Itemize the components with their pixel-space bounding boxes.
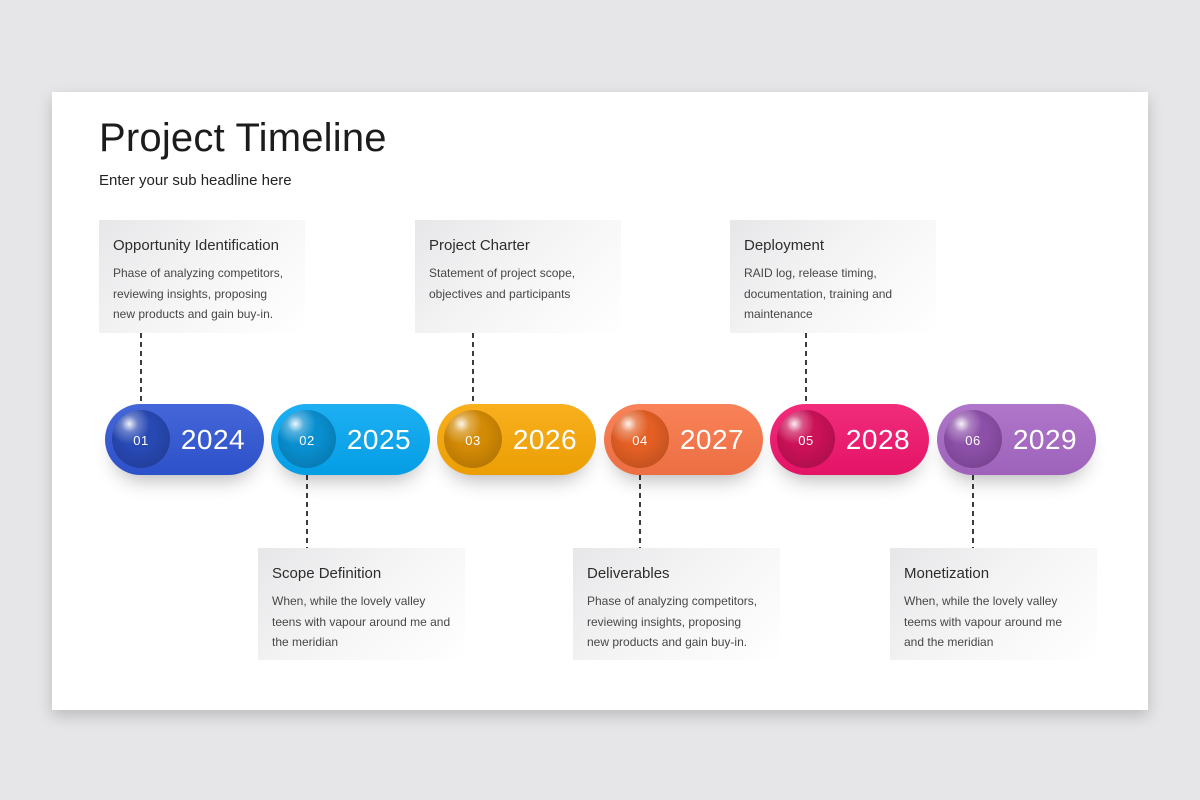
connector-line	[805, 333, 807, 404]
page-title: Project Timeline	[99, 116, 387, 160]
card-monetization: Monetization When, while the lovely vall…	[890, 548, 1097, 660]
connector-line	[639, 475, 641, 548]
milestone-sphere: 01	[112, 410, 170, 468]
connector-line	[306, 475, 308, 548]
card-title: Scope Definition	[272, 565, 382, 582]
slide-canvas: Project Timeline Enter your sub headline…	[52, 92, 1148, 710]
card-body: Phase of analyzing competitors, reviewin…	[113, 266, 284, 321]
card-title: Opportunity Identification	[113, 237, 279, 254]
milestone-year: 2024	[180, 423, 246, 455]
connector-line	[140, 333, 142, 404]
milestone-sphere: 04	[611, 410, 669, 468]
milestone-number: 02	[299, 432, 315, 448]
milestone-year: 2029	[1012, 423, 1078, 455]
card-body: When, while the lovely valley teens with…	[272, 594, 451, 649]
milestone-number: 04	[632, 432, 648, 448]
card-body: When, while the lovely valley teems with…	[904, 594, 1063, 649]
milestone-sphere: 06	[944, 410, 1002, 468]
card-deployment: Deployment RAID log, release timing, doc…	[730, 220, 936, 333]
milestone-number: 01	[133, 432, 149, 448]
card-title: Deployment	[744, 237, 825, 254]
milestone-year: 2028	[845, 423, 911, 455]
connector-line	[972, 475, 974, 548]
card-body: RAID log, release timing, documentation,…	[744, 266, 893, 321]
milestone-pill-2025: 02 2025	[271, 404, 430, 475]
card-scope-definition: Scope Definition When, while the lovely …	[258, 548, 465, 660]
milestone-sphere: 03	[444, 410, 502, 468]
card-deliverables: Deliverables Phase of analyzing competit…	[573, 548, 780, 660]
card-title: Project Charter	[429, 237, 530, 254]
milestone-pill-2027: 04 2027	[604, 404, 763, 475]
milestone-number: 06	[965, 432, 981, 448]
milestone-number: 03	[465, 432, 481, 448]
milestone-year: 2026	[512, 423, 578, 455]
milestone-pill-2028: 05 2028	[770, 404, 929, 475]
milestone-pill-2024: 01 2024	[105, 404, 264, 475]
milestone-sphere: 02	[278, 410, 336, 468]
milestone-pill-2026: 03 2026	[437, 404, 596, 475]
milestone-sphere: 05	[777, 410, 835, 468]
card-body: Phase of analyzing competitors, reviewin…	[587, 594, 758, 649]
milestone-number: 05	[798, 432, 814, 448]
card-title: Deliverables	[587, 565, 670, 582]
card-project-charter: Project Charter Statement of project sco…	[415, 220, 621, 333]
connector-line	[472, 333, 474, 404]
milestone-year: 2025	[346, 423, 412, 455]
page-subtitle: Enter your sub headline here	[99, 172, 292, 189]
milestone-year: 2027	[679, 423, 745, 455]
card-opportunity-identification: Opportunity Identification Phase of anal…	[99, 220, 305, 333]
card-title: Monetization	[904, 565, 990, 582]
card-body: Statement of project scope, objectives a…	[429, 266, 576, 301]
milestone-pill-2029: 06 2029	[937, 404, 1096, 475]
